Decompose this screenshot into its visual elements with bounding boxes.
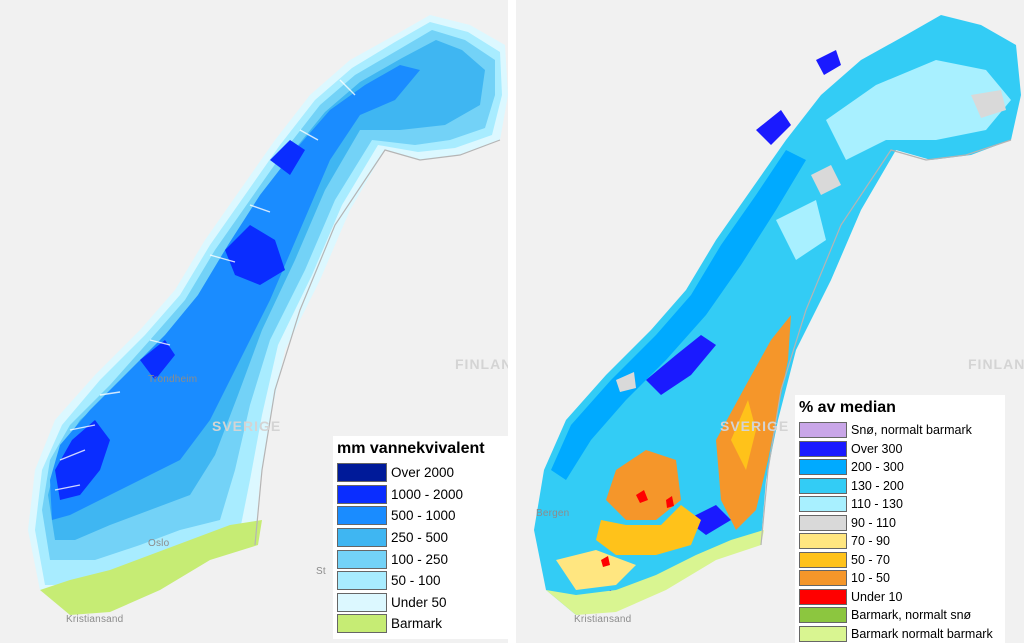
legend-left: mm vannekvivalent Over 2000 1000 - 2000 50… [333, 436, 508, 639]
region-10-50 [606, 315, 791, 530]
left-legend-label: 500 - 1000 [391, 508, 456, 524]
right-legend-item: 10 - 50 [799, 569, 999, 588]
right-legend-swatch [799, 533, 847, 550]
left-legend-item: 100 - 250 [337, 548, 507, 570]
label-oslo: Oslo [148, 538, 170, 549]
right-legend-item: Under 10 [799, 588, 999, 607]
label-trondheim: Trondheim [148, 374, 198, 385]
right-legend-label: 70 - 90 [851, 534, 890, 549]
right-legend-item: 200 - 300 [799, 458, 999, 477]
right-legend-item: Over 300 [799, 440, 999, 459]
map-canvas-right [516, 0, 1024, 643]
left-legend-item: 50 - 100 [337, 570, 507, 592]
right-legend-label: 10 - 50 [851, 571, 890, 586]
label-sverige: SVERIGE [720, 418, 790, 434]
left-legend-swatch [337, 614, 387, 634]
right-legend-label: 200 - 300 [851, 460, 904, 475]
left-legend-swatch [337, 571, 387, 591]
left-legend-label: Under 50 [391, 594, 447, 610]
legend-left-items: Over 2000 1000 - 2000 500 - 1000 250 - 500 1… [337, 462, 507, 635]
left-legend-swatch [337, 592, 387, 612]
label-sverige: SVERIGE [212, 418, 282, 434]
right-legend-item: 70 - 90 [799, 532, 999, 551]
country-border [760, 139, 1012, 546]
legend-left-title: mm vannekvivalent [337, 440, 485, 457]
left-legend-label: 1000 - 2000 [391, 486, 464, 502]
region-70-90 [556, 550, 636, 590]
right-legend-label: Snø, normalt barmark [851, 423, 972, 438]
right-legend-item: 130 - 200 [799, 477, 999, 496]
snow-water-equivalent-map: SVERIGE FINLAN Trondheim Oslo St Kristia… [0, 0, 508, 643]
percent-of-median-map: SVERIGE FINLAN Bergen Kristiansand % av … [516, 0, 1024, 643]
left-legend-swatch [337, 549, 387, 569]
right-legend-swatch [799, 422, 847, 439]
label-finland: FINLAN [968, 356, 1024, 372]
right-legend-label: Under 10 [851, 589, 903, 604]
right-legend-swatch [799, 625, 847, 642]
left-legend-item: Barmark [337, 613, 507, 635]
right-legend-swatch [799, 514, 847, 531]
left-legend-swatch [337, 463, 387, 483]
right-legend-label: 50 - 70 [851, 552, 890, 567]
right-legend-swatch [799, 551, 847, 568]
region-barmark-normalt-barmark [546, 530, 764, 615]
right-legend-swatch [799, 459, 847, 476]
left-legend-label: 100 - 250 [391, 551, 449, 567]
left-legend-item: Over 2000 [337, 462, 507, 484]
right-legend-swatch [799, 496, 847, 513]
left-legend-item: Under 50 [337, 592, 507, 614]
legend-right: % av median Snø, normalt barmark Over 300… [795, 395, 1005, 643]
right-legend-label: 130 - 200 [851, 478, 904, 493]
legend-right-items: Snø, normalt barmark Over 300 200 - 300 130… [799, 421, 999, 643]
left-legend-item: 250 - 500 [337, 527, 507, 549]
right-legend-label: 90 - 110 [851, 515, 896, 530]
label-bergen: Bergen [536, 508, 570, 519]
right-legend-label: 110 - 130 [851, 497, 903, 512]
left-legend-swatch [337, 484, 387, 504]
right-legend-label: Barmark, normalt snø [851, 608, 972, 623]
region-110-130 [776, 60, 1011, 260]
right-legend-swatch [799, 570, 847, 587]
region-50-70 [596, 400, 756, 555]
panel-divider [508, 0, 516, 643]
left-legend-swatch [337, 528, 387, 548]
region-200-300 [551, 150, 806, 480]
norway-region-500-1000 [50, 65, 420, 520]
label-kristiansand: Kristiansand [574, 614, 632, 625]
left-legend-label: 50 - 100 [391, 573, 441, 589]
right-legend-swatch [799, 440, 847, 457]
label-st: St [316, 566, 326, 577]
left-legend-label: Over 2000 [391, 465, 455, 481]
right-legend-item: 90 - 110 [799, 514, 999, 533]
right-legend-swatch [799, 477, 847, 494]
legend-right-title: % av median [799, 399, 896, 416]
left-legend-swatch [337, 506, 387, 526]
right-legend-item: 50 - 70 [799, 551, 999, 570]
right-legend-item: Barmark normalt barmark [799, 625, 999, 643]
norway-region-barmark-south [40, 520, 262, 615]
label-finland: FINLAN [455, 356, 508, 372]
right-legend-swatch [799, 588, 847, 605]
region-under-10 [601, 490, 674, 567]
left-legend-label: 250 - 500 [391, 530, 449, 546]
right-legend-item: Snø, normalt barmark [799, 421, 999, 440]
country-border [254, 139, 501, 546]
map-canvas-left [0, 0, 508, 643]
right-legend-label: Barmark normalt barmark [851, 626, 993, 641]
left-legend-item: 1000 - 2000 [337, 484, 507, 506]
right-legend-label: Over 300 [851, 441, 903, 456]
fjord-lines [54, 79, 356, 491]
right-legend-swatch [799, 607, 847, 624]
right-legend-item: 110 - 130 [799, 495, 999, 514]
left-legend-item: 500 - 1000 [337, 505, 507, 527]
norway-region-1000-2000 [55, 140, 305, 500]
right-legend-item: Barmark, normalt snø [799, 606, 999, 625]
label-kristiansand: Kristiansand [66, 614, 124, 625]
left-legend-label: Barmark [391, 616, 443, 632]
